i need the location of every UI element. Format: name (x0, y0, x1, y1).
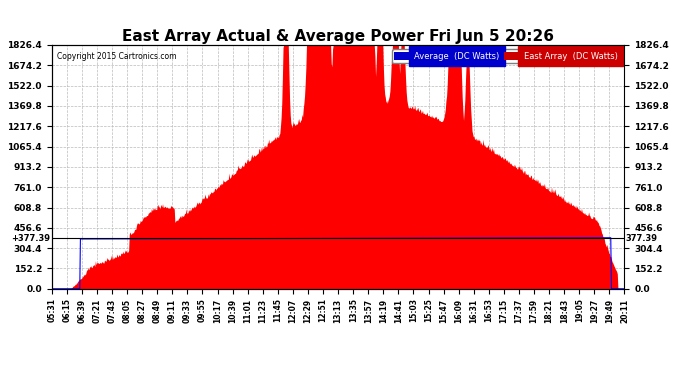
Text: 377.39: 377.39 (626, 234, 658, 243)
Title: East Array Actual & Average Power Fri Jun 5 20:26: East Array Actual & Average Power Fri Ju… (122, 29, 554, 44)
Text: Copyright 2015 Cartronics.com: Copyright 2015 Cartronics.com (57, 53, 177, 61)
Legend: Average  (DC Watts), East Array  (DC Watts): Average (DC Watts), East Array (DC Watts… (392, 49, 620, 63)
Text: +377.39: +377.39 (12, 234, 50, 243)
